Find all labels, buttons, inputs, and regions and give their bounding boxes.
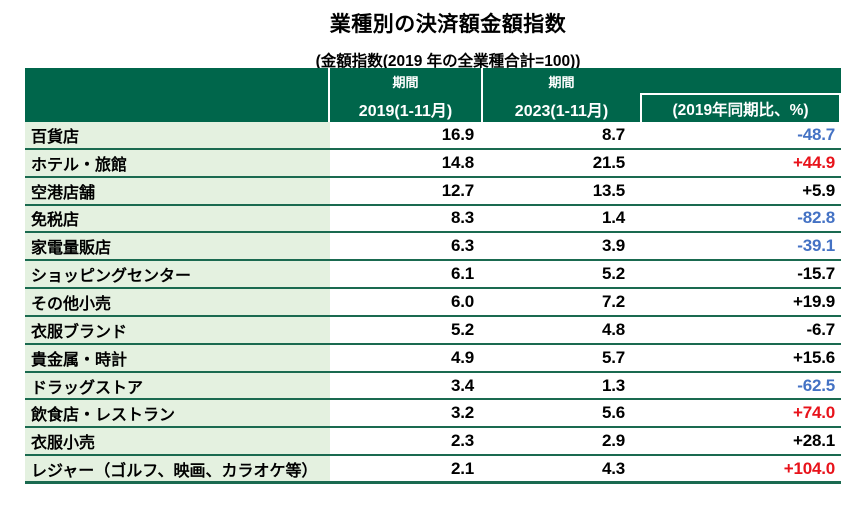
value-2019: 3.2 (450, 403, 474, 423)
period-label-2023: 期間 (548, 75, 575, 90)
value-change: -82.8 (797, 208, 835, 228)
row-label: ドラッグストア (25, 372, 330, 399)
value-2019: 14.8 (441, 152, 474, 172)
header-col-change: (2019年同期比、%) (640, 68, 841, 122)
figure-titles: 業種別の決済額金額指数 (金額指数(2019 年の全業種合計=100)) (0, 0, 860, 71)
value-2019: 8.3 (450, 208, 474, 228)
row-label: 衣服ブランド (25, 316, 330, 343)
value-2023: 5.6 (601, 403, 625, 423)
header-corner-cell (25, 68, 330, 122)
value-2019: 6.1 (450, 264, 474, 284)
row-label: 免税店 (25, 205, 330, 232)
value-2023: 5.2 (601, 264, 625, 284)
row-label: 飲食店・レストラン (25, 400, 330, 427)
value-change: -39.1 (797, 236, 835, 256)
table-row: 空港店舗 12.7 13.5 +5.9 (25, 177, 841, 206)
value-change: +19.9 (792, 291, 835, 311)
table-row: 衣服ブランド 5.2 4.8 -6.7 (25, 316, 841, 345)
value-2023: 7.2 (601, 291, 625, 311)
table-header: 期間 2019(1-11月) 期間 2023(1-11月) (2019年同期比、… (25, 68, 841, 122)
value-2019: 6.0 (450, 291, 474, 311)
value-change: +74.0 (792, 403, 835, 423)
value-change: -48.7 (797, 124, 835, 144)
value-2023: 3.9 (601, 236, 625, 256)
table-row: レジャー（ゴルフ、映画、カラオケ等） 2.1 4.3 +104.0 (25, 456, 841, 484)
row-label: 衣服小売 (25, 428, 330, 455)
table-body: 百貨店 16.9 8.7 -48.7 ホテル・旅館 14.8 21.5 +44.… (25, 122, 841, 484)
page-title: 業種別の決済額金額指数 (329, 13, 567, 36)
table-row: ホテル・旅館 14.8 21.5 +44.9 (25, 149, 841, 178)
value-2019: 5.2 (450, 319, 474, 339)
header-col-2019: 期間 2019(1-11月) (330, 68, 483, 122)
value-2019: 4.9 (450, 347, 474, 367)
value-2019: 6.3 (450, 236, 474, 256)
value-2023: 13.5 (592, 180, 625, 200)
row-label: ショッピングセンター (25, 261, 330, 288)
period-label-2019: 期間 (392, 75, 419, 90)
value-2023: 8.7 (601, 124, 625, 144)
row-label: レジャー（ゴルフ、映画、カラオケ等） (25, 456, 330, 481)
row-label: 貴金属・時計 (25, 344, 330, 371)
value-change: +5.9 (802, 180, 835, 200)
table-row: 貴金属・時計 4.9 5.7 +15.6 (25, 344, 841, 373)
page-subtitle: (金額指数(2019 年の全業種合計=100)) (315, 53, 581, 70)
table-row: 家電量販店 6.3 3.9 -39.1 (25, 233, 841, 262)
table-row: その他小売 6.0 7.2 +19.9 (25, 289, 841, 317)
value-2023: 5.7 (601, 347, 625, 367)
col-2019-label: 2019(1-11月) (358, 102, 453, 120)
value-2019: 2.3 (450, 431, 474, 451)
value-2023: 21.5 (592, 152, 625, 172)
value-2019: 3.4 (450, 375, 474, 395)
row-label: 家電量販店 (25, 233, 330, 260)
value-change: +15.6 (792, 347, 835, 367)
table-row: 衣服小売 2.3 2.9 +28.1 (25, 428, 841, 457)
table-row: ドラッグストア 3.4 1.3 -62.5 (25, 372, 841, 401)
value-change: -15.7 (797, 264, 835, 284)
value-change: +44.9 (792, 152, 835, 172)
header-col-2023: 期間 2023(1-11月) (483, 68, 640, 122)
value-2019: 2.1 (450, 458, 474, 478)
value-2019: 16.9 (441, 124, 474, 144)
table-row: 飲食店・レストラン 3.2 5.6 +74.0 (25, 400, 841, 429)
value-2023: 1.3 (601, 375, 625, 395)
row-label: その他小売 (25, 289, 330, 315)
row-label: ホテル・旅館 (25, 149, 330, 176)
industry-index-table: 期間 2019(1-11月) 期間 2023(1-11月) (2019年同期比、… (25, 68, 841, 484)
value-2023: 4.8 (601, 319, 625, 339)
value-change: -6.7 (806, 319, 836, 339)
table-row: ショッピングセンター 6.1 5.2 -15.7 (25, 261, 841, 290)
col-change-label: (2019年同期比、%) (640, 93, 841, 122)
value-2023: 1.4 (601, 208, 625, 228)
value-2019: 12.7 (441, 180, 474, 200)
value-2023: 4.3 (601, 458, 625, 478)
row-label: 百貨店 (25, 122, 330, 148)
value-2023: 2.9 (601, 431, 625, 451)
table-row: 百貨店 16.9 8.7 -48.7 (25, 122, 841, 150)
row-label: 空港店舗 (25, 177, 330, 204)
value-change: +28.1 (792, 431, 835, 451)
value-change: +104.0 (783, 458, 835, 478)
value-change: -62.5 (797, 375, 835, 395)
col-2023-label: 2023(1-11月) (514, 102, 609, 120)
table-row: 免税店 8.3 1.4 -82.8 (25, 205, 841, 234)
